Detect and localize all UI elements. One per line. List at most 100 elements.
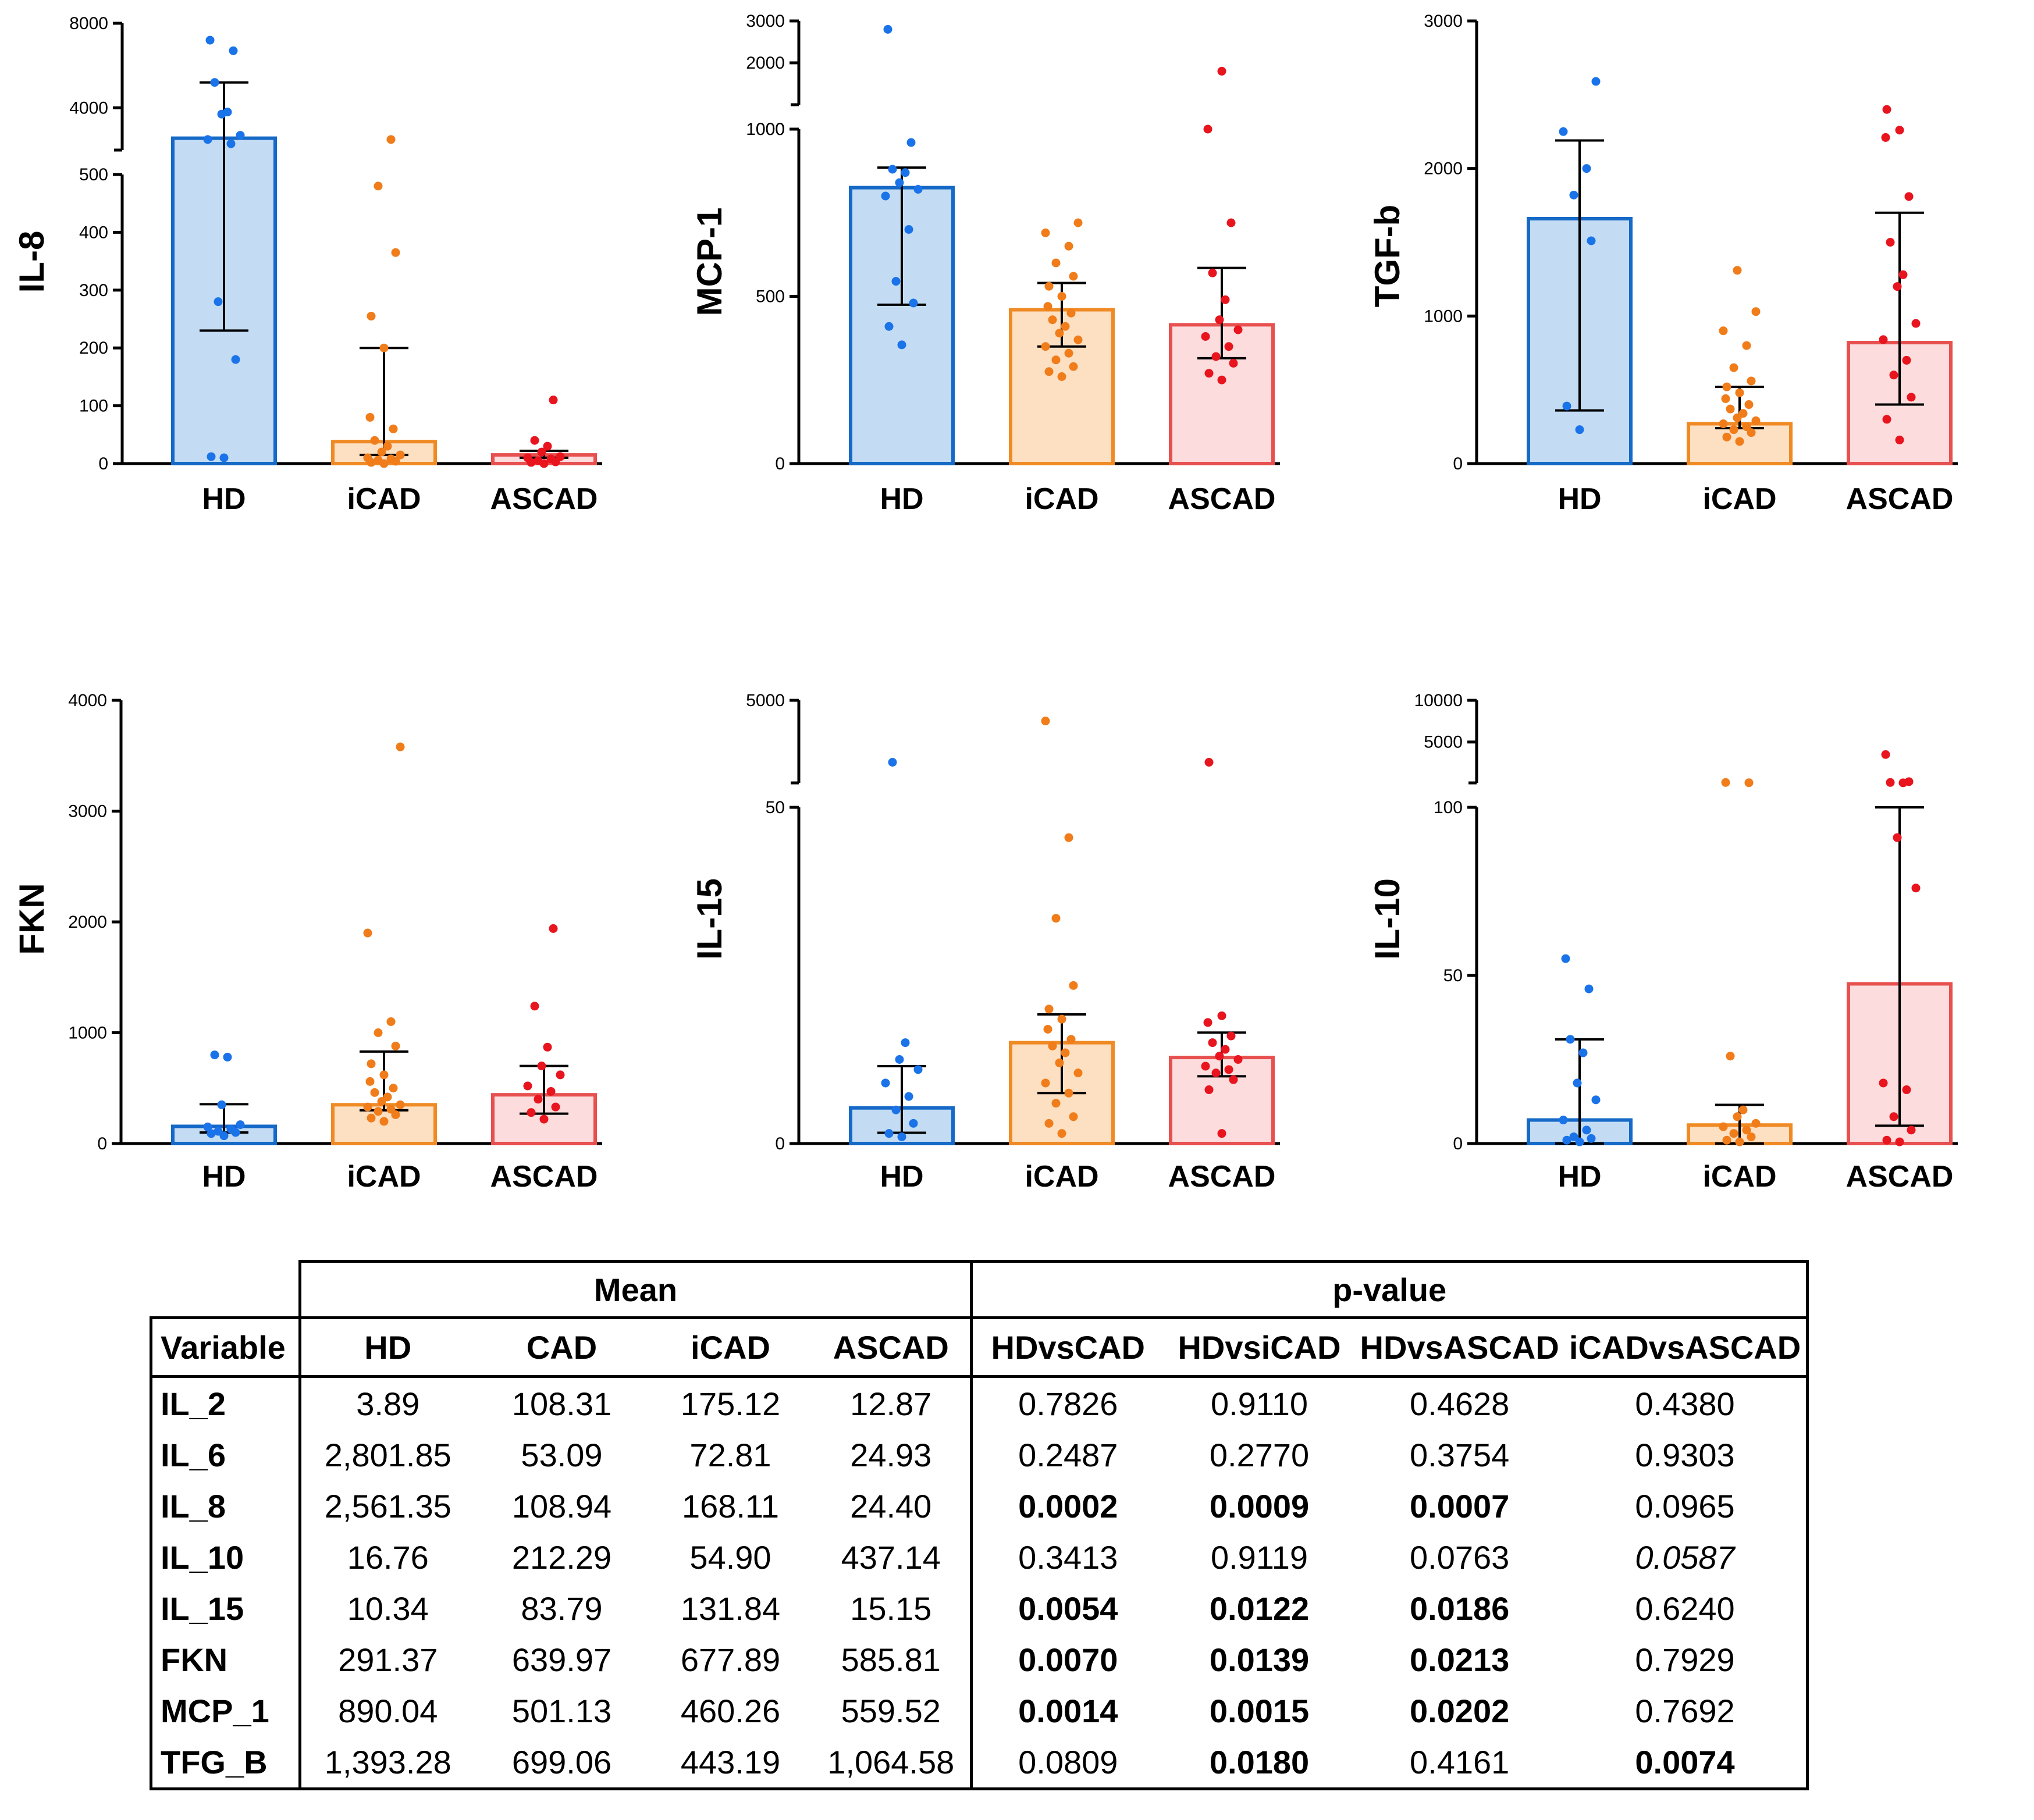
data-point-ascad — [1882, 1135, 1891, 1145]
table-group-header-row: Mean p-value — [151, 1260, 1809, 1319]
data-point-hd — [913, 185, 923, 194]
data-point-ascad — [1221, 295, 1230, 304]
chart-il8-svg: 0 100 200 300 400 500 4000 8000 IL-8 HD iCAD ASCAD — [12, 14, 602, 516]
stats-table: Mean p-value Variable HD CAD iCAD ASCAD … — [150, 1260, 1809, 1790]
y-tick-label: 3000 — [68, 802, 107, 821]
pvalue-cell: 0.0009 — [1209, 1487, 1310, 1525]
data-point-ascad — [1889, 1112, 1898, 1121]
col-header-hdvscad: HDvsCAD — [970, 1317, 1164, 1378]
table-column-header-row: Variable HD CAD iCAD ASCAD HDvsCAD HDvsi… — [150, 1316, 1809, 1378]
mean-cell: 16.76 — [298, 1531, 475, 1583]
data-point-ascad — [1886, 238, 1895, 247]
data-point-icad — [1721, 394, 1730, 403]
data-point-ascad — [1217, 66, 1226, 76]
mean-cell: 10.34 — [298, 1583, 475, 1634]
y-tick-label: 2000 — [68, 913, 107, 932]
data-point-hd — [906, 138, 916, 147]
chart-mcp1: 0 500 1000 1000 2000 3000 MCP-1 HD iCAD ASCAD — [678, 0, 1356, 523]
mean-cell: 2,561.35 — [298, 1480, 475, 1531]
pvalue-cell: 0.9303 — [1563, 1429, 1809, 1480]
data-point-icad — [367, 312, 376, 321]
x-tick-label-icad: iCAD — [1025, 482, 1098, 516]
data-point-icad — [1735, 1137, 1744, 1146]
pvalue-cell: 0.3413 — [970, 1531, 1164, 1583]
mean-cell: 175.12 — [680, 1385, 781, 1422]
table-row: MCP_1 890.04 501.13 460.26 559.52 0.0014 0.001… — [150, 1685, 1809, 1736]
data-point-ascad — [543, 1042, 552, 1052]
data-point-ascad — [1217, 1011, 1226, 1020]
data-point-hd — [895, 178, 904, 187]
data-point-icad — [365, 412, 375, 422]
mean-cell: 12.87 — [850, 1385, 932, 1422]
data-point-ascad — [1221, 1045, 1230, 1054]
data-point-ascad — [1886, 778, 1895, 787]
pvalue-cell: 0.7692 — [1563, 1685, 1809, 1736]
data-point-ascad — [1211, 352, 1221, 361]
data-point-ascad — [1233, 325, 1243, 334]
data-point-icad — [1742, 341, 1751, 350]
data-point-ascad — [537, 1062, 546, 1071]
data-point-icad — [1043, 1024, 1052, 1034]
mean-cell: 1,064.58 — [812, 1736, 972, 1790]
table-row: IL_8 2,561.35 108.94 168.11 24.40 0.0002 0.000… — [150, 1480, 1809, 1531]
data-point-ascad — [546, 454, 556, 464]
data-point-icad — [1057, 372, 1066, 381]
data-point-ascad — [523, 1081, 532, 1091]
data-point-icad — [1066, 1035, 1076, 1044]
mean-cell: 131.84 — [680, 1590, 781, 1627]
y-axis-title: MCP-1 — [690, 208, 729, 316]
data-point-icad — [1729, 1129, 1738, 1138]
pvalue-cell: 0.2770 — [1209, 1436, 1310, 1473]
data-point-ascad — [1233, 1055, 1243, 1064]
data-point-ascad — [1898, 270, 1908, 279]
chart-fkn-svg: 0 1000 2000 3000 4000 FKN HD iCAD ASCAD — [12, 691, 602, 1194]
chart-tgfb-svg: 0 1000 2000 3000 TGF-b HD iCAD ASCAD — [1368, 12, 1958, 516]
data-point-icad — [1729, 363, 1738, 372]
data-point-icad — [1726, 1052, 1735, 1061]
data-point-icad — [1041, 717, 1050, 725]
pvalue-cell: 0.4161 — [1355, 1736, 1564, 1790]
variable-cell: IL_2 — [150, 1376, 300, 1429]
data-point-icad — [1064, 1088, 1073, 1098]
data-point-ascad — [549, 924, 558, 933]
y-tick-label: 0 — [1453, 454, 1463, 473]
data-point-ascad — [556, 452, 565, 461]
data-point-ascad — [1203, 1018, 1212, 1027]
data-point-ascad — [1208, 1038, 1217, 1048]
data-point-icad — [370, 1088, 379, 1097]
data-point-icad — [1055, 329, 1064, 338]
y-tick-label: 500 — [756, 287, 785, 307]
mean-cell: 212.29 — [511, 1538, 612, 1576]
data-point-ascad — [1902, 1085, 1911, 1095]
data-point-hd — [897, 340, 906, 350]
data-point-hd — [1582, 164, 1591, 173]
data-point-icad — [365, 1077, 375, 1086]
y-tick-label: 3000 — [1424, 12, 1463, 31]
data-point-hd — [1559, 127, 1568, 136]
data-point-icad — [1744, 778, 1754, 788]
data-point-hd — [205, 35, 215, 45]
pvalue-cell: 0.0007 — [1410, 1487, 1510, 1525]
x-tick-label-ascad: ASCAD — [1168, 482, 1276, 516]
table-row: TFG_B 1,393.28 699.06 443.19 1,064.58 0.0809 0… — [150, 1736, 1809, 1790]
data-point-hd — [881, 1078, 890, 1088]
y-tick-label: 10000 — [1414, 691, 1463, 710]
mean-cell: 24.40 — [850, 1487, 932, 1525]
data-point-icad — [389, 1084, 398, 1093]
data-point-ascad — [1217, 1129, 1226, 1138]
chart-il15-svg: 0 50 5000 IL-15 HD iCAD ASCAD — [690, 691, 1280, 1194]
table-row: IL_6 2,801.85 53.09 72.81 24.93 0.2487 0.2770 0… — [150, 1429, 1809, 1480]
data-point-icad — [379, 343, 389, 352]
y-tick-label: 2000 — [1424, 159, 1463, 179]
pvalue-cell: 0.4380 — [1563, 1376, 1809, 1429]
data-point-icad — [1055, 1058, 1064, 1067]
y-axis-title: TGF-b — [1368, 205, 1407, 308]
data-point-hd — [904, 1092, 913, 1101]
x-tick-label-hd: HD — [880, 482, 923, 516]
group-header-pvalue: p-value — [969, 1260, 1809, 1319]
data-point-icad — [1722, 382, 1731, 391]
data-point-hd — [1587, 1134, 1596, 1143]
data-point-icad — [1722, 1135, 1731, 1145]
data-point-hd — [207, 1129, 216, 1138]
pvalue-cell: 0.0965 — [1563, 1480, 1809, 1531]
